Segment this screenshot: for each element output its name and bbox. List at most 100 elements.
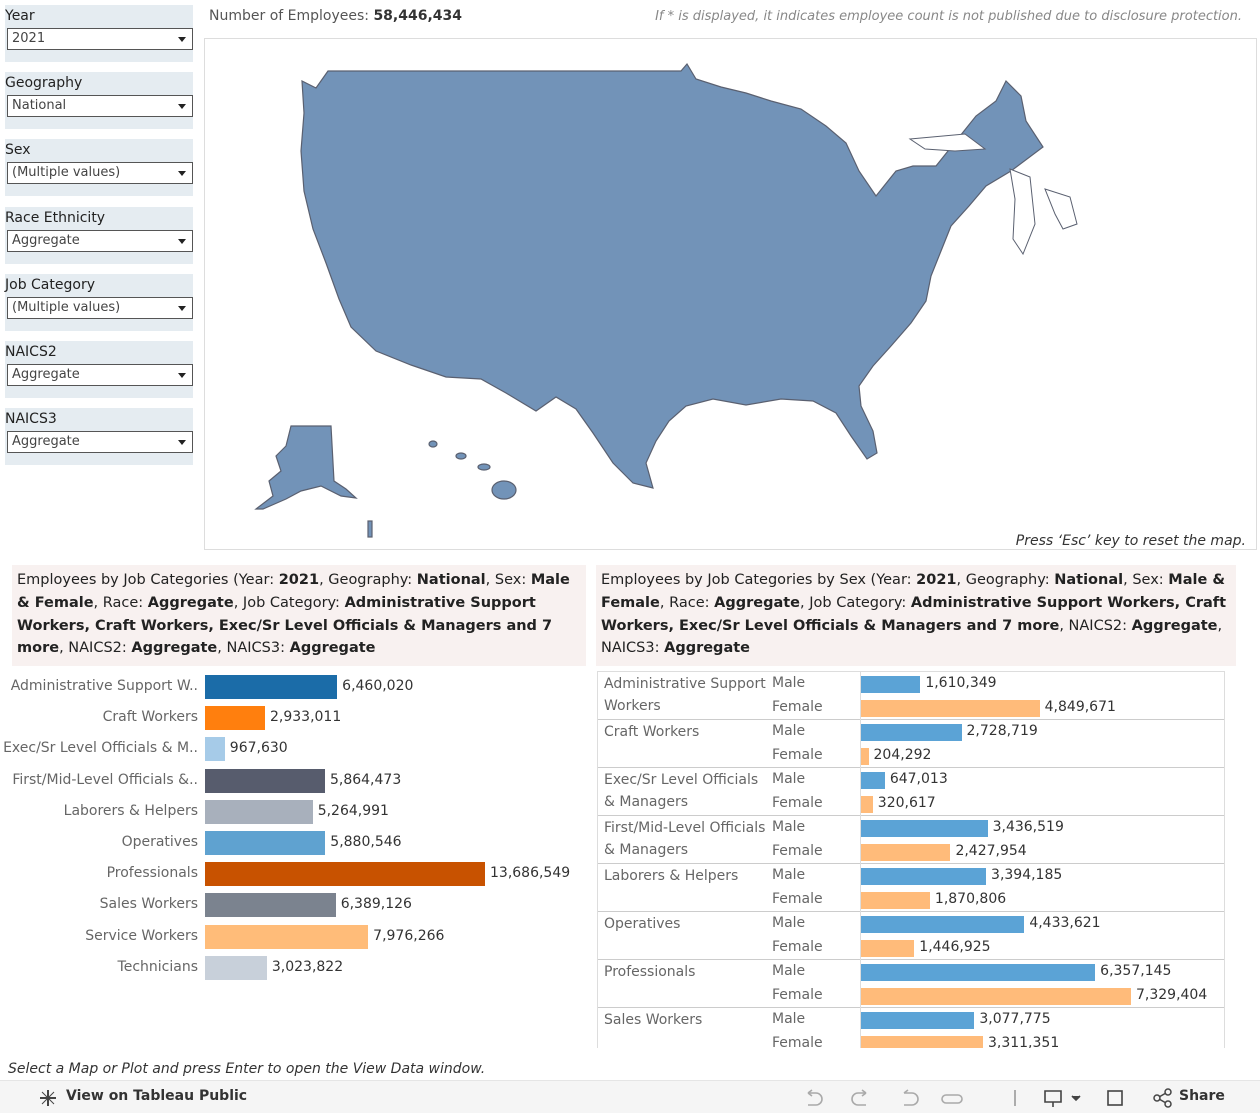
title-part: , Sex: <box>485 572 531 588</box>
series-label: Male <box>772 819 806 835</box>
bar[interactable] <box>205 924 369 949</box>
filter-label: Job Category <box>5 276 95 293</box>
bar[interactable] <box>861 843 951 861</box>
category-label: First/Mid-Level Officials &.. <box>12 771 198 788</box>
bar[interactable] <box>861 867 987 885</box>
map-panel[interactable]: Press ‘Esc’ key to reset the map. <box>204 38 1257 550</box>
value-label: 2,728,719 <box>966 723 1038 739</box>
hawaii-island[interactable] <box>455 452 467 460</box>
bar[interactable] <box>861 939 915 957</box>
title-part: Administrative Support Workers, Craft Wo… <box>601 594 1227 634</box>
value-label: 204,292 <box>873 747 932 763</box>
bar[interactable] <box>861 1035 983 1048</box>
filter: NAICS2 Aggregate <box>5 341 193 398</box>
filter: Year 2021 <box>5 5 193 62</box>
bar[interactable] <box>861 819 988 837</box>
bar[interactable] <box>861 771 885 789</box>
filter-dropdown[interactable]: 2021 <box>7 28 193 50</box>
island[interactable] <box>367 520 373 538</box>
undo[interactable] <box>807 1089 823 1106</box>
share-button[interactable]: Share <box>1179 1088 1225 1104</box>
value-label: 320,617 <box>877 795 936 811</box>
bar[interactable] <box>205 737 225 762</box>
bar-chart[interactable]: Administrative Support W.. 6,460,020 Craft… <box>0 670 590 990</box>
bar[interactable] <box>861 915 1025 933</box>
bar[interactable] <box>861 795 873 813</box>
title-part: , Geography: <box>319 572 417 588</box>
bar[interactable] <box>861 987 1131 1005</box>
series-label: Female <box>772 843 823 859</box>
download[interactable] <box>1044 1090 1062 1107</box>
count-value: 58,446,434 <box>373 8 463 24</box>
filter: Geography National <box>5 72 193 130</box>
row-divider <box>598 815 1224 816</box>
map[interactable] <box>205 39 1256 549</box>
us-mainland[interactable] <box>300 62 1044 489</box>
refresh[interactable] <box>941 1094 963 1104</box>
fullscreen[interactable] <box>1107 1090 1123 1106</box>
value-label: 3,023,822 <box>271 958 344 975</box>
redo[interactable] <box>851 1089 867 1106</box>
category-label: Sales Workers <box>604 1012 703 1028</box>
bar[interactable] <box>861 963 1096 981</box>
title-part: Aggregate <box>664 640 750 657</box>
bar[interactable] <box>205 862 485 887</box>
filter-dropdown[interactable]: Aggregate <box>7 229 193 252</box>
title-part: , Sex: <box>1123 572 1169 588</box>
series-label: Female <box>772 939 823 955</box>
bar[interactable] <box>205 831 326 855</box>
alaska[interactable] <box>254 425 358 510</box>
title-part: Male & Female <box>17 572 570 611</box>
bar[interactable] <box>205 675 338 699</box>
revert[interactable] <box>903 1089 919 1106</box>
hawaii-big[interactable] <box>491 480 517 500</box>
filter-label: NAICS3 <box>5 411 57 428</box>
bar[interactable] <box>205 893 336 918</box>
bar[interactable] <box>205 706 265 731</box>
category-label: Sales Workers <box>99 896 198 913</box>
hawaii-island[interactable] <box>428 440 438 448</box>
category-label: Service Workers <box>85 927 198 944</box>
hawaii-island[interactable] <box>477 463 491 471</box>
title-part: Aggregate <box>1131 617 1218 634</box>
series-label: Male <box>772 1011 806 1027</box>
bar[interactable] <box>861 747 869 765</box>
bar[interactable] <box>861 723 962 741</box>
lake <box>1044 188 1078 230</box>
tableau-icon[interactable] <box>38 1088 60 1108</box>
tableau-link[interactable]: View on Tableau Public <box>66 1088 248 1104</box>
category-label: Operatives <box>604 916 681 932</box>
title-part: Administrative Support Workers, Craft Wo… <box>17 594 553 657</box>
grouped-bar-chart[interactable]: Administrative Support Workers Male 1,610,… <box>597 671 1225 1048</box>
bar[interactable] <box>205 768 325 793</box>
value-label: 7,976,266 <box>373 927 445 944</box>
category-label: Craft Workers <box>604 724 700 740</box>
filter-dropdown[interactable]: (Multiple values) <box>7 162 193 185</box>
disclosure-note: If * is displayed, it indicates employee… <box>655 9 1242 24</box>
title-part: Employees by Job Categories (Year: <box>17 572 279 588</box>
value-label: 2,933,011 <box>270 709 342 726</box>
value-label: 1,610,349 <box>925 675 997 691</box>
value-label: 2,427,954 <box>955 843 1027 859</box>
title-part: Aggregate <box>147 594 234 611</box>
series-label: Male <box>772 915 806 931</box>
bar[interactable] <box>205 799 313 824</box>
lake <box>1009 168 1036 256</box>
bar[interactable] <box>861 699 1040 717</box>
bar[interactable] <box>205 955 267 980</box>
bar[interactable] <box>861 891 930 909</box>
value-label: 6,357,145 <box>1100 963 1172 979</box>
series-label: Female <box>772 747 823 763</box>
bar[interactable] <box>861 675 921 693</box>
bar[interactable] <box>861 1011 975 1029</box>
filter-dropdown[interactable]: Aggregate <box>7 431 193 454</box>
value-label: 13,686,549 <box>490 865 571 882</box>
share-icon[interactable] <box>1153 1088 1173 1108</box>
filter-dropdown[interactable]: (Multiple values) <box>7 296 193 319</box>
row-divider <box>598 911 1224 912</box>
filter-dropdown[interactable]: Aggregate <box>7 364 193 386</box>
value-label: 6,460,020 <box>342 678 414 694</box>
title-part: Aggregate <box>714 594 801 611</box>
filter-dropdown[interactable]: National <box>7 95 193 118</box>
axis-line <box>860 672 861 1048</box>
